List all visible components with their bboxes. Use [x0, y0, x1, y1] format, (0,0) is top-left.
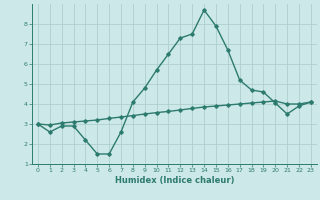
- X-axis label: Humidex (Indice chaleur): Humidex (Indice chaleur): [115, 176, 234, 185]
